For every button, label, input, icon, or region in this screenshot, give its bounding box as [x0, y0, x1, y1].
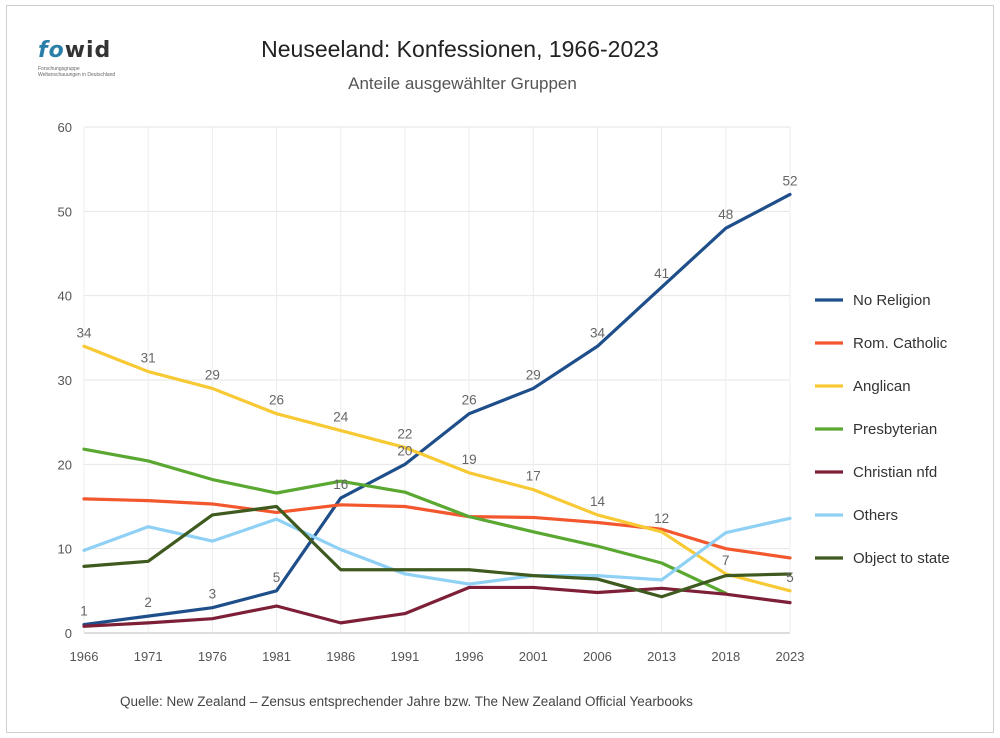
y-tick-label: 60	[58, 120, 72, 135]
series-line-others	[82, 516, 792, 586]
legend-label: Rom. Catholic	[853, 335, 948, 352]
y-tick-label: 40	[58, 289, 72, 304]
legend-label: Christian nfd	[853, 464, 937, 481]
x-tick-label: 1981	[262, 649, 291, 664]
x-tick-label: 2006	[583, 649, 612, 664]
x-tick-label: 1996	[455, 649, 484, 664]
x-tick-label: 1966	[70, 649, 99, 664]
chart-title: Neuseeland: Konfessionen, 1966-2023	[261, 36, 659, 62]
x-tick-label: 2018	[711, 649, 740, 664]
logo-text-b: wid	[64, 38, 112, 63]
data-label: 19	[462, 452, 477, 467]
legend-label: Anglican	[853, 378, 911, 395]
data-label: 20	[397, 443, 412, 458]
data-label: 22	[397, 426, 412, 441]
data-label: 5	[273, 570, 281, 585]
data-label: 24	[333, 410, 349, 425]
data-label: 29	[526, 367, 541, 382]
data-label: 26	[462, 393, 477, 408]
logo-text-a: fo	[38, 38, 65, 63]
data-label: 5	[786, 570, 794, 585]
y-tick-label: 30	[58, 373, 72, 388]
series-line-anglican	[82, 344, 792, 593]
legend-label: Presbyterian	[853, 421, 937, 438]
data-label: 34	[76, 325, 92, 340]
series-line-rom-catholic	[82, 497, 792, 560]
y-tick-label: 0	[65, 626, 72, 641]
y-tick-label: 20	[58, 457, 72, 472]
data-label: 14	[590, 494, 606, 509]
legend-label: Object to state	[853, 550, 950, 567]
series-line-object-to-state	[82, 504, 792, 599]
data-label: 16	[333, 477, 348, 492]
data-label: 41	[654, 266, 669, 281]
data-label: 1	[80, 604, 88, 619]
x-tick-label: 1991	[390, 649, 419, 664]
x-tick-label: 2013	[647, 649, 676, 664]
x-tick-label: 1986	[326, 649, 355, 664]
data-label: 3	[209, 587, 217, 602]
data-label: 12	[654, 511, 669, 526]
data-label: 52	[782, 173, 797, 188]
chart-subtitle: Anteile ausgewählter Gruppen	[348, 74, 577, 93]
x-tick-label: 2023	[776, 649, 805, 664]
logo-subtext: Forschungsgruppe Weltanschauungen in Deu…	[38, 66, 116, 78]
x-tick-label: 2001	[519, 649, 548, 664]
source-note: Quelle: New Zealand – Zensus entsprechen…	[120, 694, 693, 709]
x-tick-label: 1976	[198, 649, 227, 664]
data-label: 7	[722, 553, 730, 568]
data-label: 26	[269, 393, 284, 408]
x-tick-label: 1971	[134, 649, 163, 664]
data-label: 29	[205, 367, 220, 382]
data-label: 31	[141, 351, 156, 366]
data-label: 48	[718, 207, 733, 222]
legend-label: No Religion	[853, 292, 931, 309]
data-label: 2	[144, 595, 152, 610]
data-label: 17	[526, 469, 541, 484]
data-label: 34	[590, 325, 606, 340]
series-line-no-religion	[82, 192, 792, 627]
y-tick-label: 50	[58, 204, 72, 219]
series-line-christian-nfd	[82, 585, 792, 628]
fowid-logo: fowid Forschungsgruppe Weltanschauungen …	[38, 38, 123, 78]
legend-label: Others	[853, 507, 898, 524]
series-line-presbyterian	[82, 447, 728, 595]
y-tick-label: 10	[58, 542, 72, 557]
